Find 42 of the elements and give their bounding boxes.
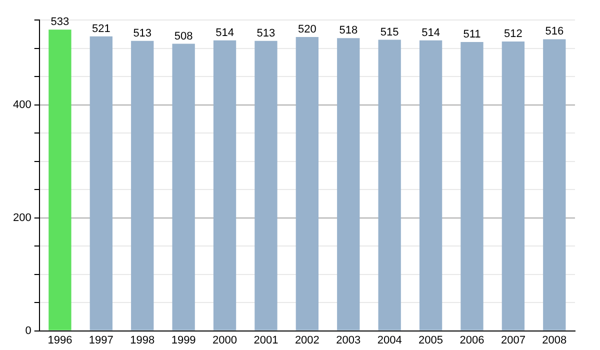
bar: [337, 38, 360, 330]
y-tick-label: 0: [25, 324, 32, 337]
data-label: 513: [133, 27, 152, 40]
data-label: 514: [216, 26, 234, 39]
data-label: 508: [174, 30, 193, 42]
x-tick-label: 1997: [88, 334, 114, 346]
data-label: 512: [504, 28, 522, 40]
bar: [90, 36, 112, 330]
data-label: 533: [50, 16, 70, 28]
x-tick-label: 1999: [171, 334, 196, 346]
x-tick-label: 2006: [460, 334, 484, 346]
bar: [254, 40, 278, 330]
bar: [502, 41, 525, 330]
bar: [48, 30, 72, 330]
bar: [172, 44, 195, 330]
data-label: 515: [380, 26, 399, 38]
x-tick-label: 2004: [377, 334, 402, 346]
data-label: 518: [339, 24, 358, 37]
bar: [296, 36, 319, 330]
x-tick-label: 1998: [130, 334, 155, 346]
data-label: 516: [545, 26, 564, 38]
x-tick-label: 2001: [254, 334, 278, 346]
data-label: 513: [256, 27, 276, 40]
x-tick-label: 2008: [542, 334, 567, 346]
x-tick-label: 2000: [212, 334, 238, 346]
data-label: 520: [298, 23, 316, 36]
y-tick-label: 200: [12, 212, 32, 224]
bar: [460, 42, 484, 330]
bar: [378, 40, 401, 330]
data-label: 511: [463, 28, 481, 41]
data-label: 521: [92, 22, 110, 35]
y-tick-label: 400: [12, 98, 32, 111]
x-tick-label: 2003: [336, 334, 361, 346]
x-tick-label: 2002: [294, 334, 320, 346]
bar: [131, 40, 154, 330]
bar: [419, 40, 442, 330]
bar: [213, 40, 236, 330]
x-tick-label: 2005: [418, 334, 444, 346]
bar: [543, 39, 566, 330]
data-label: 514: [422, 26, 440, 39]
x-tick-label: 2007: [500, 334, 526, 346]
x-tick-label: 1996: [48, 334, 72, 346]
